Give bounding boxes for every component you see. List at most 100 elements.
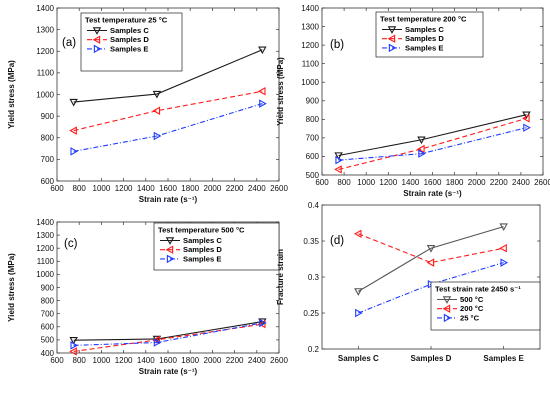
series-line xyxy=(73,322,263,346)
data-point xyxy=(258,46,267,55)
panel-d: 0.2 0.25 0.3 0.35 0.4 Samples C Samples D Sampl… xyxy=(276,201,541,363)
legend-marker xyxy=(92,27,102,35)
y-tick-label: 900 xyxy=(41,112,55,121)
y-tick-label: 800 xyxy=(306,115,320,124)
legend-entry: Samples C xyxy=(183,236,222,245)
series-samples-c xyxy=(69,46,267,107)
data-point xyxy=(70,341,79,350)
legend-marker xyxy=(388,43,397,53)
data-point xyxy=(353,229,362,239)
y-tick-label: 1000 xyxy=(301,78,319,87)
data-point xyxy=(334,152,343,160)
y-tick-label: 1000 xyxy=(36,270,54,279)
y-tick-label: 400 xyxy=(41,349,55,358)
y-tick-label: 0.4 xyxy=(308,201,320,210)
series-line xyxy=(358,226,504,292)
data-point xyxy=(334,165,342,174)
y-tick-label: 800 xyxy=(41,296,55,305)
y-tick-label: 700 xyxy=(306,134,320,143)
y-tick-label: 700 xyxy=(41,155,55,164)
y-tick-label: 1300 xyxy=(36,25,54,34)
x-axis-title: Strain rate (s⁻¹) xyxy=(139,367,198,376)
y-tick-label: 0.3 xyxy=(308,273,320,282)
data-point xyxy=(152,335,161,345)
x-tick-label: 600 xyxy=(50,356,64,365)
y-tick-label: 0.25 xyxy=(303,309,319,318)
x-tick-label: 2600 xyxy=(270,184,288,193)
panel-label: (d) xyxy=(330,235,344,247)
legend-entry: Samples E xyxy=(110,44,148,53)
data-point xyxy=(259,99,267,108)
data-point xyxy=(417,136,426,145)
y-tick-label: 600 xyxy=(41,323,55,332)
y-tick-label: 500 xyxy=(41,336,55,345)
legend-marker xyxy=(442,304,451,313)
x-axis-title: Strain rate (s⁻¹) xyxy=(403,189,462,198)
legend-box xyxy=(153,222,280,271)
series-line xyxy=(338,127,527,161)
y-axis-title: Fracture strain xyxy=(276,249,285,305)
data-point xyxy=(335,155,344,165)
legend-marker xyxy=(387,34,396,43)
x-tick-label: 1400 xyxy=(137,184,155,193)
x-tick-label: 1200 xyxy=(115,356,133,365)
data-point xyxy=(522,111,531,120)
x-tick-label: 800 xyxy=(73,356,87,365)
legend-title: Test strain rate 2450 s⁻¹ xyxy=(435,285,521,294)
series-samples-d xyxy=(69,87,266,135)
data-point xyxy=(69,98,78,107)
data-point xyxy=(257,87,266,96)
legend-marker xyxy=(166,254,175,264)
y-tick-label: 1400 xyxy=(36,218,54,227)
panel-label: (b) xyxy=(330,39,344,51)
series-200-c xyxy=(353,229,507,267)
x-tick-label: 1400 xyxy=(137,356,155,365)
data-point xyxy=(521,114,530,123)
x-tick-label: 2000 xyxy=(204,184,222,193)
legend-entry: Samples D xyxy=(110,35,149,44)
legend-marker xyxy=(442,296,452,304)
x-tick-label: 2000 xyxy=(468,178,486,187)
x-tick-label: 2000 xyxy=(204,356,222,365)
x-tick-label: 2200 xyxy=(226,356,244,365)
series-samples-e xyxy=(70,318,267,350)
data-point xyxy=(354,288,363,296)
series-line xyxy=(73,90,263,132)
data-point xyxy=(426,258,435,267)
x-tick-label: Samples D xyxy=(411,354,452,363)
x-tick-label: 1000 xyxy=(93,356,111,365)
x-tick-label: 1400 xyxy=(402,178,420,187)
series-line xyxy=(73,49,263,103)
y-tick-label: 700 xyxy=(41,310,55,319)
data-point xyxy=(259,318,267,328)
x-tick-label: 1800 xyxy=(446,178,464,187)
legend-title: Test temperature 200 °C xyxy=(380,15,467,24)
data-point xyxy=(152,90,162,99)
series-samples-e xyxy=(335,123,531,165)
legend-entry: Samples E xyxy=(183,254,221,263)
data-point xyxy=(523,123,531,132)
x-tick-label: 2600 xyxy=(534,178,550,187)
data-point xyxy=(70,147,79,156)
y-tick-label: 600 xyxy=(41,177,55,186)
y-tick-label: 0.2 xyxy=(308,345,320,354)
y-axis-title: Yield stress (MPa) xyxy=(276,57,285,126)
legend-entry: Samples D xyxy=(405,34,444,43)
legend-marker xyxy=(387,26,397,34)
series-line xyxy=(73,321,263,341)
data-point xyxy=(69,336,78,345)
y-tick-label: 1200 xyxy=(301,41,319,50)
y-tick-label: 0.35 xyxy=(303,237,319,246)
series-line xyxy=(73,103,263,152)
x-tick-label: 1800 xyxy=(181,184,199,193)
legend-title: Test temperature 500 °C xyxy=(158,226,245,235)
x-tick-label: 1800 xyxy=(181,356,199,365)
x-axis-title: Strain rate (s⁻¹) xyxy=(139,195,198,204)
y-tick-label: 1400 xyxy=(36,4,54,13)
legend-marker xyxy=(443,313,452,323)
legend-title: Test temperature 25 °C xyxy=(85,16,168,25)
legend-box xyxy=(375,11,484,58)
y-tick-label: 1100 xyxy=(37,69,55,78)
